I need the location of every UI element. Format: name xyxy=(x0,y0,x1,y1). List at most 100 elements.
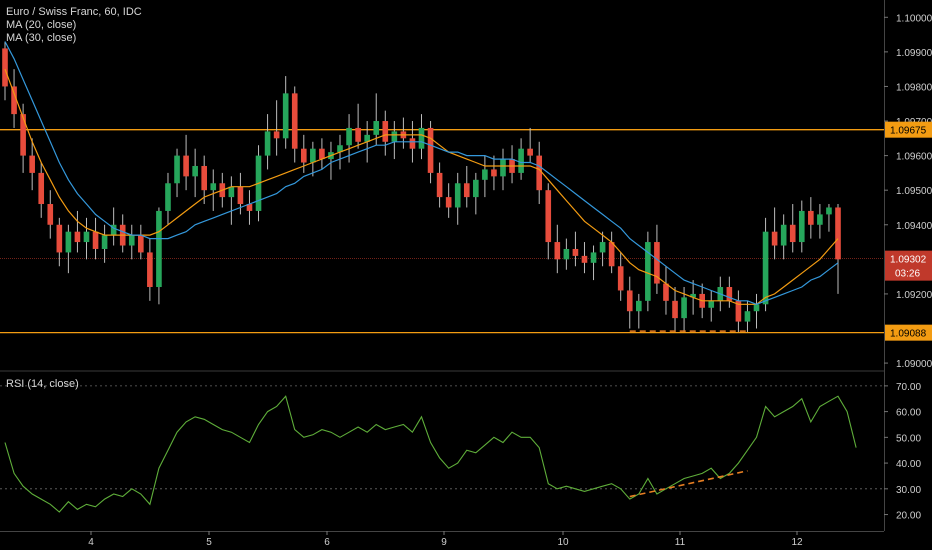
candle-body xyxy=(690,293,696,298)
candle-body xyxy=(56,224,63,253)
candle-body xyxy=(726,287,733,301)
rsi-panel xyxy=(0,385,884,513)
candle-body xyxy=(83,231,90,243)
candle-body xyxy=(817,214,823,225)
candle-body xyxy=(762,231,769,305)
candle-body xyxy=(536,155,543,191)
time-tick-label: 4 xyxy=(88,537,94,548)
price-tick-label: 1.10000 xyxy=(896,13,932,24)
candle-body xyxy=(355,127,361,142)
candle-body xyxy=(300,148,307,163)
price-labels: 1.09675 1.09088 1.09302 03:26 xyxy=(885,121,932,341)
candle-body xyxy=(590,252,597,263)
price-tick-label: 1.09600 xyxy=(896,152,932,163)
ma20-line xyxy=(4,68,839,305)
moving-averages xyxy=(4,41,839,332)
ma20-legend[interactable]: MA (20, close) xyxy=(6,19,77,31)
grid xyxy=(0,0,885,532)
candle-body xyxy=(789,224,796,243)
candle-body xyxy=(273,131,280,139)
candle-body xyxy=(282,93,289,139)
candle-body xyxy=(445,197,452,208)
candle-body xyxy=(382,121,389,142)
candle-body xyxy=(192,165,198,177)
candle-body xyxy=(672,300,678,319)
chart-legend: Euro / Swiss Franc, 60, IDC MA (20, clos… xyxy=(6,6,142,45)
time-tick-label: 11 xyxy=(675,537,686,548)
candle-body xyxy=(346,127,352,146)
candle-body xyxy=(364,134,370,142)
candle-body xyxy=(771,231,778,246)
candle-body xyxy=(500,159,506,177)
support-price-label: 1.09088 xyxy=(890,329,927,340)
candle-body xyxy=(418,127,425,149)
chart-title[interactable]: Euro / Swiss Franc, 60, IDC xyxy=(6,6,142,18)
rsi-divergence-annotation xyxy=(629,470,748,498)
candle-body xyxy=(663,283,669,301)
candle-body xyxy=(491,169,497,177)
candle-body xyxy=(744,311,751,322)
time-tick-label: 6 xyxy=(324,537,330,548)
candle-body xyxy=(101,235,108,249)
ma30-line xyxy=(4,41,839,305)
candle-body xyxy=(74,231,81,243)
candle-body xyxy=(654,242,660,284)
candle-body xyxy=(92,231,99,249)
candle-body xyxy=(237,186,244,205)
time-tick-label: 5 xyxy=(206,537,212,548)
rsi-tick-label: 70.00 xyxy=(896,382,921,393)
candle-body xyxy=(753,304,760,312)
candle-body xyxy=(635,300,642,312)
candle-body xyxy=(337,145,343,153)
rsi-legend[interactable]: RSI (14, close) xyxy=(6,378,79,390)
candle-body xyxy=(681,297,687,319)
candle-body xyxy=(463,183,470,198)
candle-body xyxy=(2,48,8,87)
price-tick-label: 1.09900 xyxy=(896,48,932,59)
candle-body xyxy=(798,210,805,243)
candle-body xyxy=(373,121,380,135)
candle-body xyxy=(20,114,26,156)
candle-body xyxy=(138,235,144,253)
candle-body xyxy=(608,242,615,267)
candle-body xyxy=(319,148,325,160)
candle-body xyxy=(47,204,54,225)
ma30-legend[interactable]: MA (30, close) xyxy=(6,32,77,44)
candle-body xyxy=(545,190,552,243)
candle-body xyxy=(310,148,316,163)
candle-body xyxy=(391,131,398,142)
rsi-tick-label: 50.00 xyxy=(896,433,921,444)
candle-body xyxy=(599,242,606,253)
rsi-tick-label: 30.00 xyxy=(896,485,921,496)
resistance-price-label-bg xyxy=(885,121,932,138)
resistance-price-label: 1.09675 xyxy=(890,126,927,137)
candle-body xyxy=(482,169,488,180)
time-tick-label: 10 xyxy=(557,537,569,548)
candle-body xyxy=(554,242,561,260)
candle-body xyxy=(110,224,117,236)
candle-body xyxy=(264,131,271,156)
candle-body xyxy=(409,138,416,149)
rsi-tick-label: 60.00 xyxy=(896,408,921,419)
horizontal-levels[interactable] xyxy=(0,129,884,334)
rsi-line xyxy=(4,395,857,513)
candle-body xyxy=(645,242,651,301)
candle-body xyxy=(156,210,162,288)
candle-body xyxy=(183,155,189,177)
rsi-tick-label: 40.00 xyxy=(896,459,921,470)
candle-body xyxy=(291,93,298,149)
candle-body xyxy=(201,165,208,191)
candle-body xyxy=(427,127,434,173)
candle-body xyxy=(617,266,624,291)
price-tick-label: 1.09400 xyxy=(896,221,932,232)
candle-body xyxy=(228,186,235,198)
current-price-label-bg xyxy=(885,250,932,281)
candle-body xyxy=(826,207,832,215)
price-tick-label: 1.09800 xyxy=(896,82,932,93)
candle-body xyxy=(563,248,570,260)
rsi-tick-label: 20.00 xyxy=(896,511,921,522)
candle-body xyxy=(708,300,715,308)
candle-body xyxy=(626,290,633,312)
